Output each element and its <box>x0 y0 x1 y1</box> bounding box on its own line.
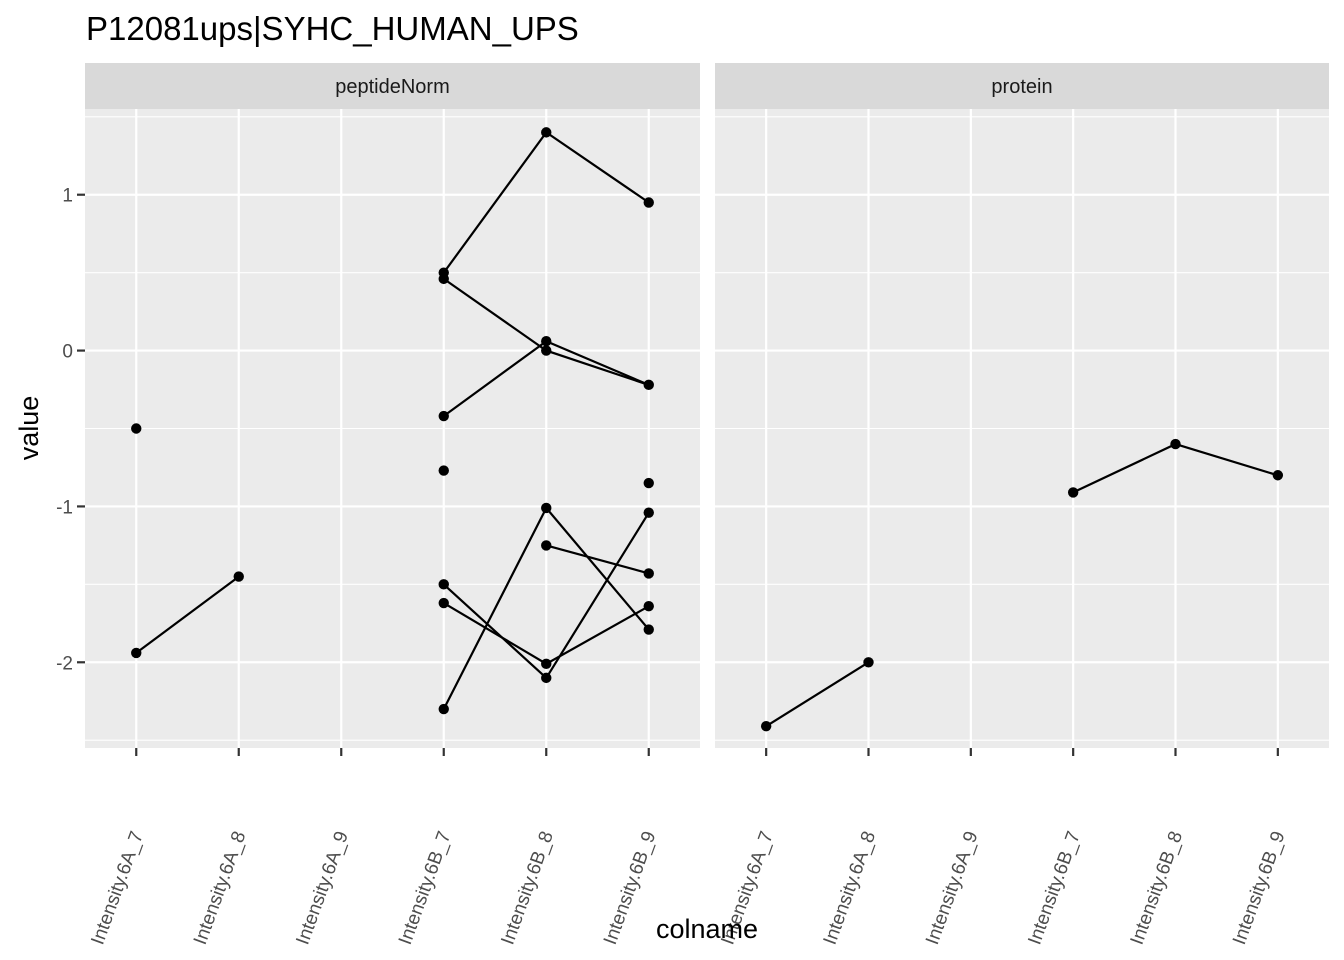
x-tick-label: Intensity.6B_8 <box>1127 829 1187 948</box>
facet-panels: peptideNorm Intensity.6A_7 Intensity.6A_8 I… <box>56 63 1329 948</box>
y-tick-label: -2 <box>56 653 73 674</box>
data-point <box>541 672 552 684</box>
data-point <box>1170 438 1181 450</box>
data-point <box>643 477 654 489</box>
chart-title: P12081ups|SYHC_HUMAN_UPS <box>86 10 579 47</box>
data-point <box>438 465 449 476</box>
data-point <box>541 127 552 138</box>
x-tick-label: Intensity.6B_9 <box>600 829 660 948</box>
data-layer <box>760 438 1284 732</box>
x-tick-label: Intensity.6A_7 <box>88 829 148 948</box>
facet-strip <box>85 63 700 109</box>
data-point <box>233 571 244 582</box>
data-point <box>541 336 552 347</box>
data-point <box>643 624 654 635</box>
data-point <box>643 507 654 518</box>
data-point <box>438 410 449 422</box>
data-point <box>131 647 142 659</box>
x-tick-label: Intensity.6A_8 <box>820 829 880 948</box>
data-point <box>863 657 874 668</box>
facet-strip-label: peptideNorm <box>335 76 450 98</box>
data-point <box>643 197 654 208</box>
x-tick-label: Intensity.6A_9 <box>293 829 353 948</box>
x-tick-label: Intensity.6B_7 <box>1024 829 1084 948</box>
data-point <box>643 568 654 579</box>
data-point <box>643 600 654 612</box>
data-point <box>1067 487 1079 498</box>
data-layer <box>131 127 654 715</box>
x-tick-label: Intensity.6B_8 <box>498 829 558 948</box>
series-line <box>135 575 240 654</box>
data-point <box>131 423 142 434</box>
y-tick-label: 1 <box>62 186 73 207</box>
data-point <box>438 273 449 285</box>
series-line <box>765 661 870 728</box>
data-point <box>438 579 449 590</box>
data-point <box>541 502 552 514</box>
facet-panel-peptideNorm: peptideNorm Intensity.6A_7 Intensity.6A_8 I… <box>56 63 700 948</box>
x-tick-label: Intensity.6B_7 <box>395 829 455 948</box>
data-point <box>541 540 552 551</box>
y-axis-title: value <box>14 396 44 461</box>
data-point <box>541 658 552 670</box>
x-axis-title: colname <box>656 914 758 944</box>
y-tick-label: -1 <box>56 497 73 518</box>
series-line <box>546 544 650 575</box>
data-point <box>438 703 449 715</box>
facet-strip <box>715 63 1329 109</box>
facet-strip-label: protein <box>991 76 1052 98</box>
data-point <box>643 379 654 391</box>
data-point <box>1272 470 1284 481</box>
data-point <box>541 345 552 356</box>
data-point <box>438 597 449 609</box>
data-point <box>760 720 772 732</box>
x-tick-label: Intensity.6A_9 <box>922 829 982 948</box>
x-tick-label: Intensity.6A_8 <box>190 829 250 948</box>
x-tick-label: Intensity.6B_9 <box>1229 829 1289 948</box>
y-tick-label: 0 <box>62 342 73 363</box>
